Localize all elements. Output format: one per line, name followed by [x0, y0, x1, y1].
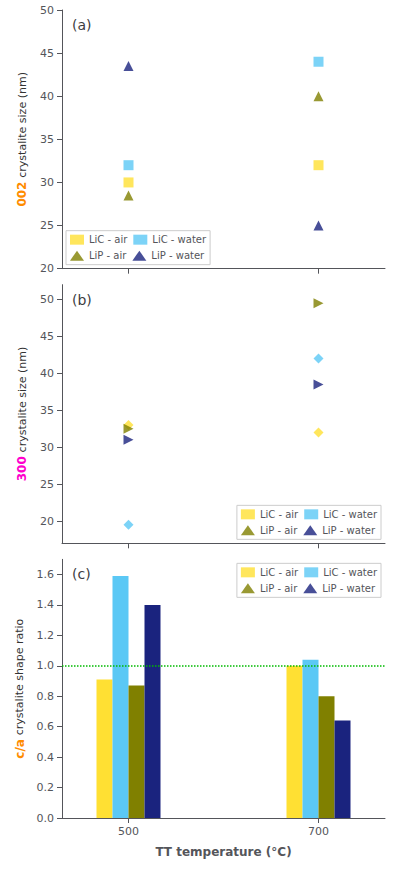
svg-text:300: 300: [15, 456, 29, 481]
svg-text:LiC - air: LiC - air: [89, 234, 128, 245]
svg-text:25: 25: [40, 478, 54, 491]
svg-text:(b): (b): [72, 292, 92, 308]
svg-text:LiC - air: LiC - air: [260, 567, 299, 578]
svg-text:crystalite size (nm): crystalite size (nm): [16, 72, 29, 178]
svg-text:1.2: 1.2: [37, 629, 55, 642]
svg-text:500: 500: [118, 825, 139, 838]
svg-text:002: 002: [15, 182, 29, 207]
svg-text:c/a: c/a: [13, 739, 27, 759]
svg-text:30: 30: [40, 176, 54, 189]
svg-text:40: 40: [40, 90, 54, 103]
svg-text:50: 50: [40, 4, 54, 17]
svg-text:0.4: 0.4: [37, 751, 55, 764]
svg-text:50: 50: [40, 293, 54, 306]
svg-text:0.0: 0.0: [37, 812, 55, 825]
svg-text:1.0: 1.0: [37, 659, 55, 672]
svg-text:45: 45: [40, 330, 54, 343]
svg-text:35: 35: [40, 404, 54, 417]
svg-text:25: 25: [40, 219, 54, 232]
svg-text:LiP - air: LiP - air: [260, 583, 298, 594]
svg-text:LiP - water: LiP - water: [322, 525, 376, 536]
svg-text:700: 700: [308, 825, 329, 838]
svg-text:crystalite shape ratio: crystalite shape ratio: [13, 618, 26, 735]
svg-text:20: 20: [40, 515, 54, 528]
svg-text:0.8: 0.8: [37, 690, 55, 703]
svg-text:1.4: 1.4: [37, 598, 55, 611]
svg-text:LiP - air: LiP - air: [260, 525, 298, 536]
svg-text:LiP - water: LiP - water: [151, 250, 205, 261]
svg-text:20: 20: [40, 262, 54, 275]
svg-text:crystalite size (nm): crystalite size (nm): [16, 347, 29, 453]
svg-text:LiP - air: LiP - air: [89, 250, 127, 261]
svg-text:LiC - water: LiC - water: [152, 234, 207, 245]
svg-text:(a): (a): [72, 17, 92, 33]
svg-text:0.6: 0.6: [37, 720, 55, 733]
svg-text:LiP - water: LiP - water: [322, 583, 376, 594]
svg-text:0.2: 0.2: [37, 781, 55, 794]
svg-text:40: 40: [40, 367, 54, 380]
svg-text:45: 45: [40, 47, 54, 60]
svg-text:LiC - water: LiC - water: [323, 509, 378, 520]
svg-text:(c): (c): [72, 566, 91, 582]
svg-text:35: 35: [40, 133, 54, 146]
svg-text:30: 30: [40, 441, 54, 454]
svg-text:LiC - air: LiC - air: [260, 509, 299, 520]
svg-text:1.6: 1.6: [37, 568, 55, 581]
svg-text:TT temperature (°C): TT temperature (°C): [155, 845, 291, 859]
svg-text:LiC - water: LiC - water: [323, 567, 378, 578]
